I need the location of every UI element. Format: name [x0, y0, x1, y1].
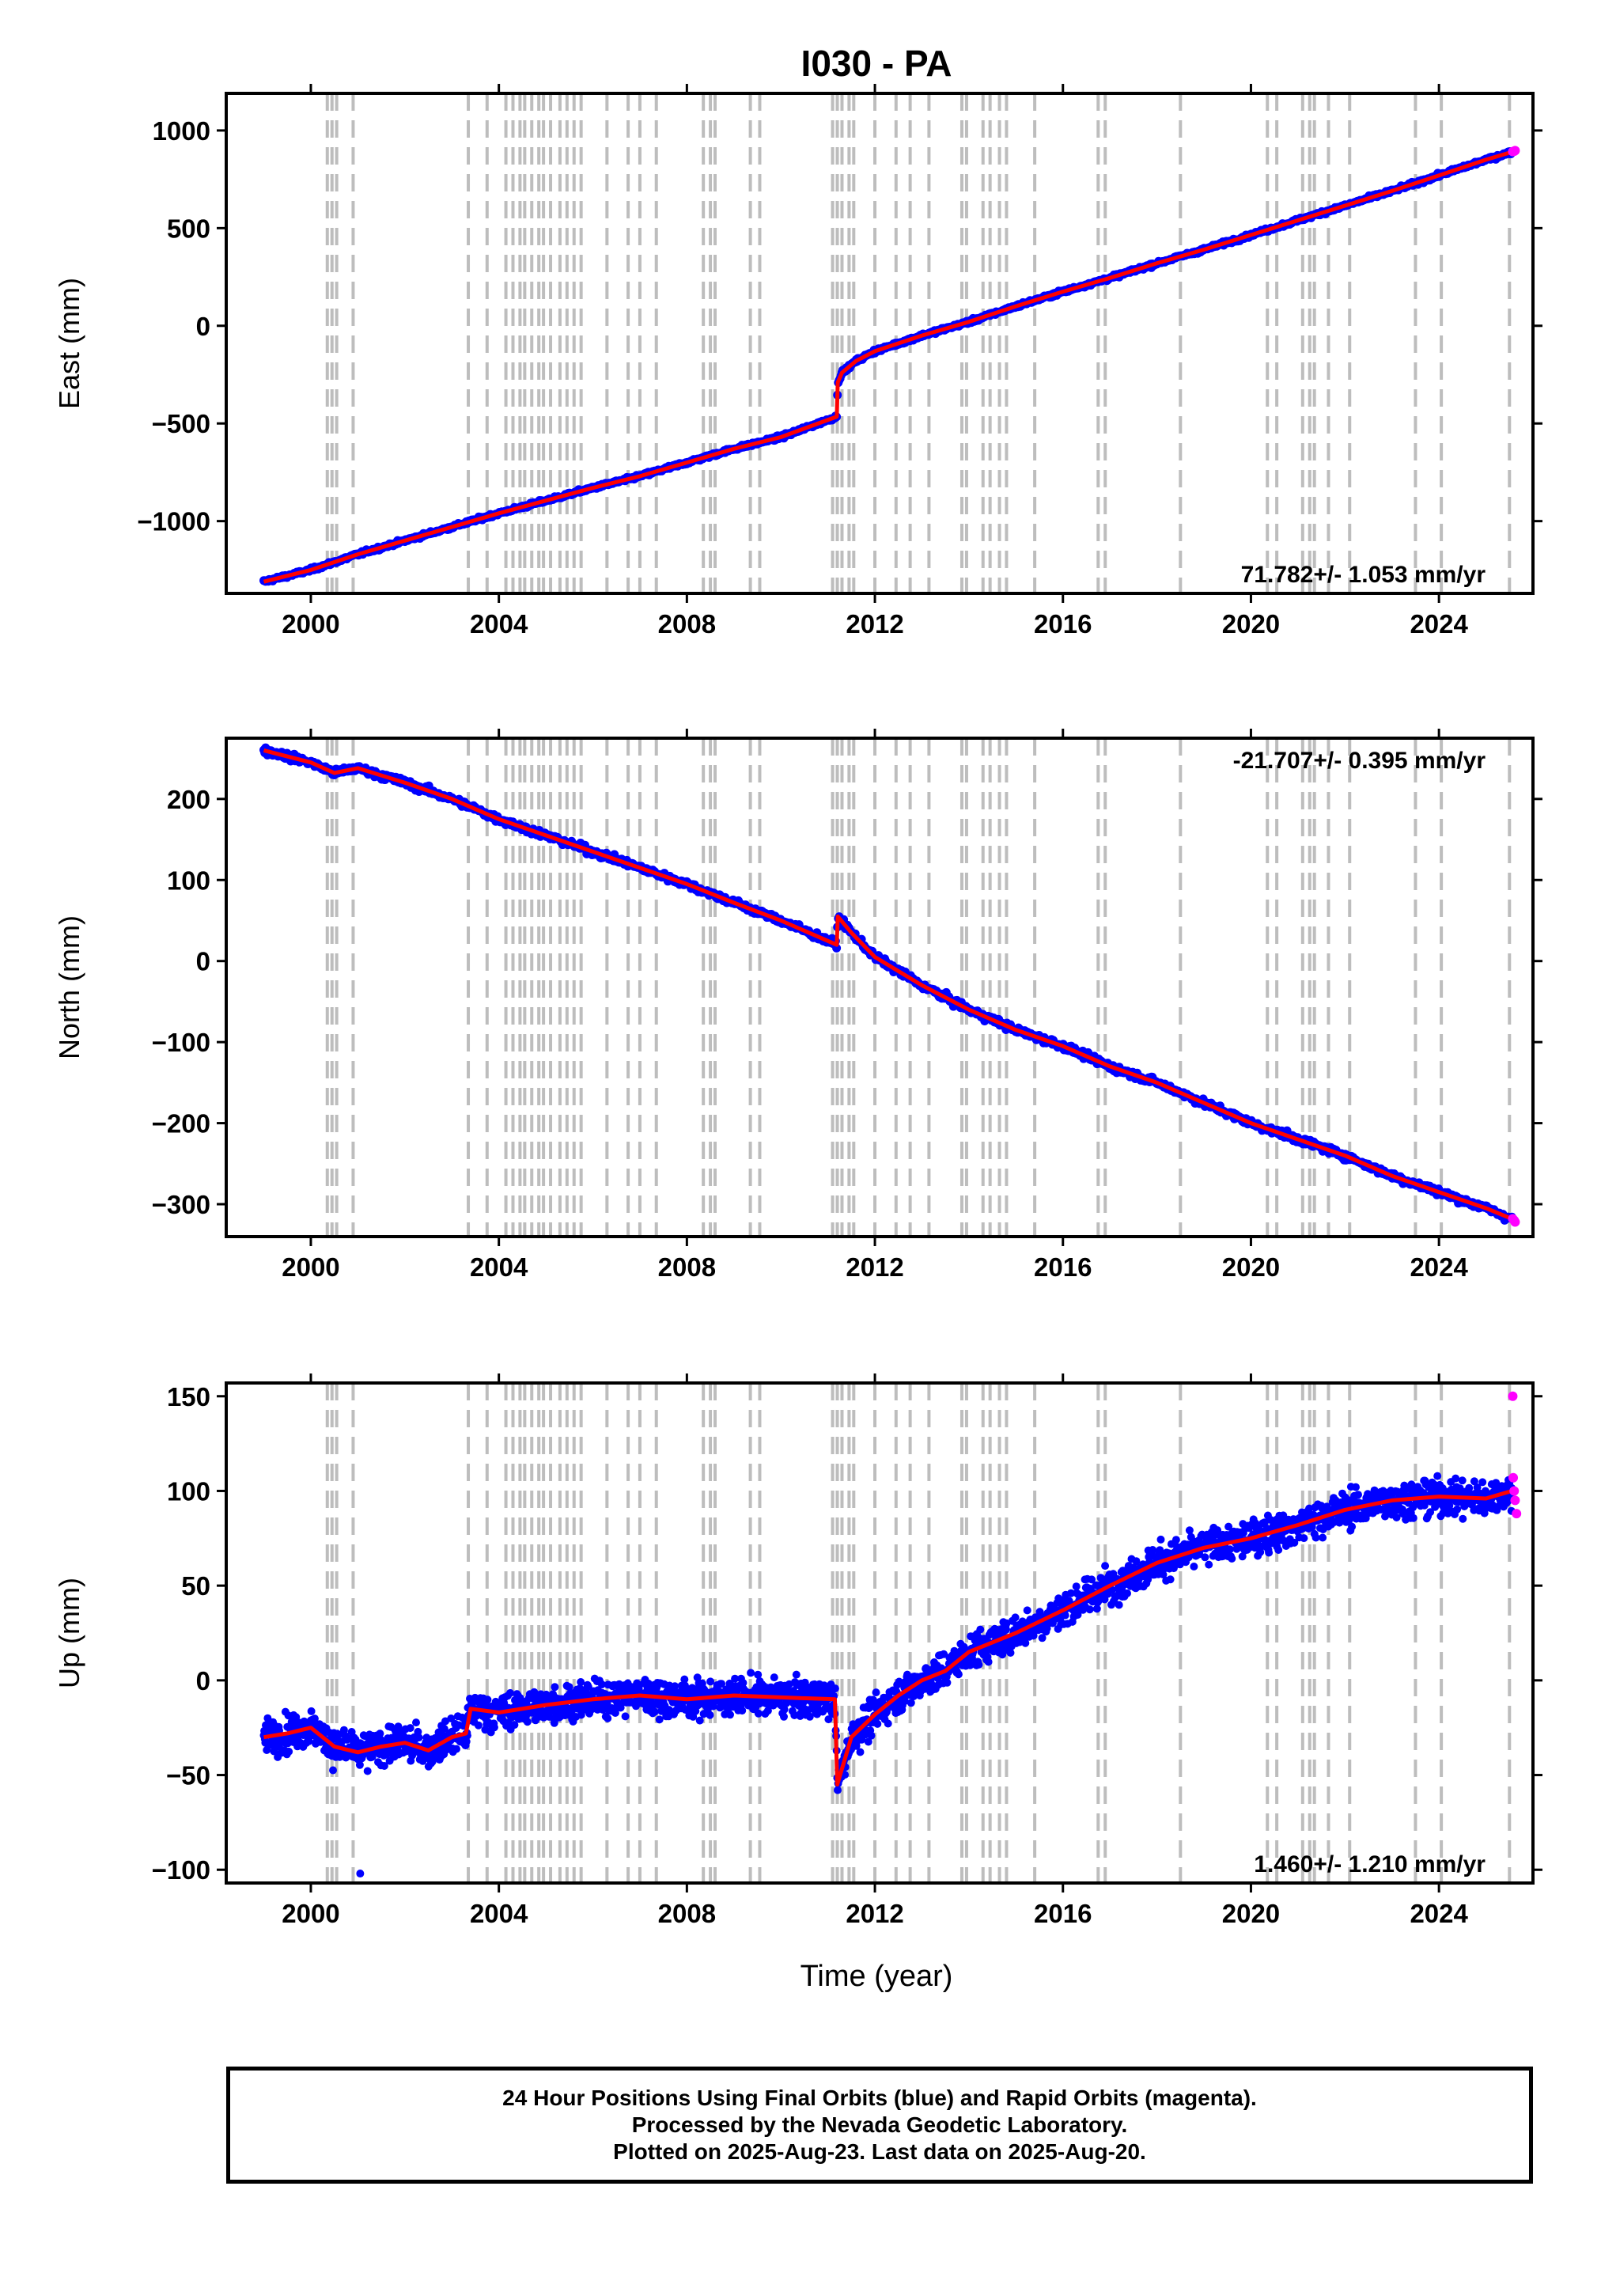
- final-orbit-point: [780, 1712, 788, 1721]
- x-tick-label: 2016: [1034, 609, 1092, 638]
- final-orbit-point: [832, 943, 842, 953]
- rate-label: 71.782+/- 1.053 mm/yr: [1241, 562, 1486, 588]
- x-tick-label: 2024: [1410, 1252, 1468, 1282]
- chart-title: I030 - PA: [801, 43, 952, 84]
- final-orbit-point: [452, 1745, 460, 1753]
- final-orbit-point: [1115, 1601, 1123, 1609]
- final-orbit-point: [650, 1707, 659, 1716]
- final-orbit-point: [551, 1683, 559, 1692]
- final-orbit-point: [706, 1711, 714, 1719]
- final-orbit-point: [943, 1678, 952, 1687]
- final-orbit-point: [867, 1731, 876, 1740]
- final-orbit-point: [621, 1712, 630, 1721]
- north-panel: 2000 2004 2008 2012 2016 2020 2024 200 100 0 −100 −…: [53, 729, 1542, 1282]
- final-orbit-point: [831, 1684, 839, 1693]
- final-orbit-point: [307, 1707, 316, 1715]
- final-orbit-point: [414, 1733, 423, 1742]
- final-orbit-point: [506, 1688, 514, 1697]
- final-orbit-point: [355, 1760, 364, 1769]
- x-tick-label: 2024: [1410, 609, 1468, 638]
- rapid-orbit-point: [1510, 146, 1520, 156]
- x-tick-label: 2008: [658, 1252, 716, 1282]
- y-axis-label: East (mm): [53, 278, 85, 409]
- up-panel: 2000 2004 2008 2012 2016 2020 2024150100500−50…: [53, 1373, 1542, 1928]
- final-orbit-point: [1123, 1589, 1131, 1597]
- final-orbit-point: [706, 1677, 715, 1686]
- x-tick-label: 2020: [1222, 1252, 1280, 1282]
- final-orbit-point: [747, 1669, 755, 1677]
- final-orbit-point: [483, 1695, 492, 1704]
- final-orbit-point: [754, 1709, 763, 1718]
- final-orbit-point: [1166, 1575, 1175, 1584]
- final-orbit-point: [695, 1716, 704, 1725]
- final-orbit-point: [738, 1707, 747, 1715]
- y-tick-label: −300: [152, 1190, 210, 1219]
- final-orbit-point: [604, 1714, 612, 1722]
- final-orbit-point: [577, 1678, 585, 1686]
- y-tick-label: −1000: [137, 507, 210, 536]
- final-orbit-point: [1101, 1562, 1110, 1570]
- x-tick-label: 2004: [470, 1252, 528, 1282]
- final-orbit-point: [976, 1625, 985, 1634]
- final-orbit-point: [1185, 1526, 1194, 1535]
- final-orbit-point: [954, 1670, 963, 1679]
- final-orbit-point: [363, 1767, 372, 1775]
- y-tick-label: 500: [167, 214, 210, 243]
- east-panel: 2000 2004 2008 2012 2016 2020 2024 1000 500 0 −500…: [53, 84, 1542, 638]
- final-orbit-point: [1085, 1605, 1094, 1614]
- final-orbit-point: [329, 1766, 337, 1775]
- y-tick-label: −500: [152, 409, 210, 438]
- final-orbit-point: [770, 1673, 778, 1682]
- x-tick-label: 2008: [658, 609, 716, 638]
- y-tick-label: 0: [196, 312, 210, 341]
- plot-frame: [225, 92, 1535, 595]
- final-orbit-point: [726, 1711, 734, 1719]
- final-orbit-point: [884, 1719, 892, 1728]
- x-tick-label: 2004: [470, 609, 528, 638]
- x-tick-label: 2016: [1034, 1252, 1092, 1282]
- final-orbit-point: [406, 1724, 414, 1733]
- rate-label: -21.707+/- 0.395 mm/yr: [1233, 748, 1486, 774]
- final-orbit-point: [285, 1747, 293, 1756]
- y-tick-label: 0: [196, 947, 210, 976]
- x-tick-label: 2000: [282, 1252, 339, 1282]
- y-tick-label: 1000: [153, 116, 210, 146]
- x-tick-label: 2012: [846, 609, 903, 638]
- final-orbit-point: [873, 1719, 882, 1728]
- plot-frame: [225, 737, 1535, 1238]
- final-orbit-point: [856, 1748, 865, 1756]
- y-tick-label: −100: [152, 1028, 210, 1057]
- final-orbit-point: [671, 1682, 679, 1691]
- final-orbit-point: [655, 1715, 664, 1724]
- final-orbit-point: [872, 1688, 880, 1697]
- y-axis-label: North (mm): [53, 915, 85, 1059]
- final-orbit-point: [1011, 1613, 1020, 1622]
- final-orbit-point: [523, 1718, 532, 1726]
- final-orbit-point: [792, 1670, 800, 1679]
- final-orbit-point: [1023, 1606, 1031, 1615]
- x-tick-label: 2012: [846, 1252, 903, 1282]
- final-orbit-point: [1171, 1536, 1180, 1544]
- final-orbit-point: [984, 1658, 993, 1666]
- rapid-orbit-point: [1510, 1217, 1520, 1227]
- final-orbit-point: [474, 1721, 483, 1730]
- y-tick-label: 100: [167, 866, 210, 895]
- final-orbit-point: [490, 1723, 498, 1732]
- x-tick-label: 2000: [282, 609, 339, 638]
- y-tick-label: 200: [167, 785, 210, 814]
- model-line: [263, 748, 1513, 1221]
- final-orbit-point: [975, 1661, 983, 1669]
- model-line: [263, 150, 1513, 584]
- x-tick-label: 2020: [1222, 609, 1280, 638]
- y-tick-label: −200: [152, 1109, 210, 1139]
- final-orbit-point: [1156, 1535, 1165, 1544]
- final-orbit-point: [412, 1718, 420, 1727]
